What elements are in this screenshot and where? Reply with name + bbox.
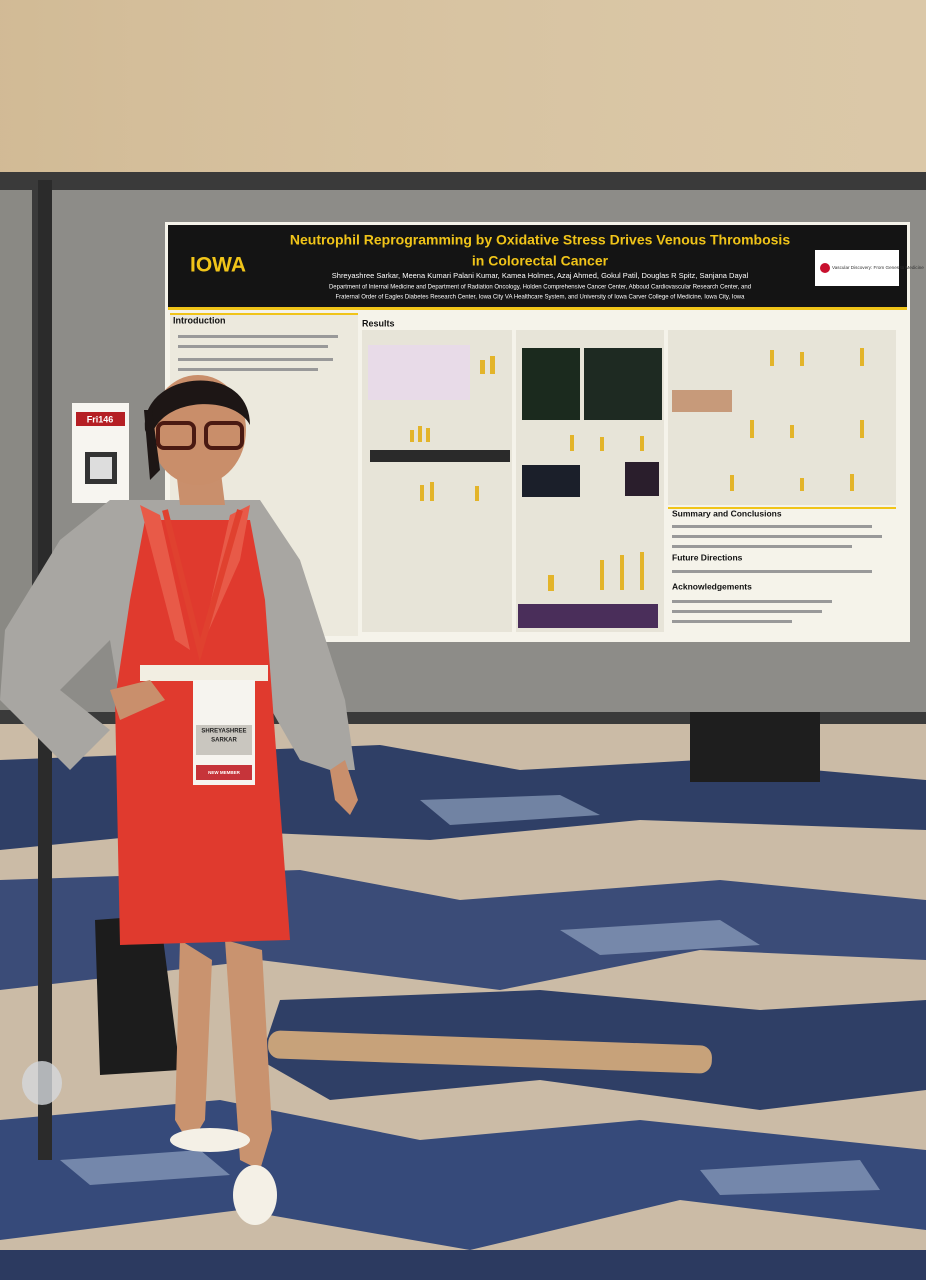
shape — [548, 575, 554, 591]
shape — [418, 426, 422, 442]
badge-band — [196, 725, 252, 755]
shape — [620, 555, 624, 590]
shape — [860, 420, 864, 438]
cup — [22, 1061, 62, 1105]
board-foot — [690, 712, 820, 782]
shape — [144, 380, 250, 440]
section-heading: Introduction — [173, 315, 226, 325]
shape — [770, 350, 774, 366]
badge-ribbon-text: NEW MEMBER — [208, 770, 240, 775]
shape — [490, 356, 495, 374]
section-heading: Results — [362, 318, 395, 328]
shape — [600, 560, 604, 590]
shape — [672, 390, 732, 412]
shape — [560, 920, 760, 955]
shape — [178, 345, 328, 348]
shape — [178, 358, 333, 361]
sponsor-icon — [820, 263, 830, 273]
shape — [420, 795, 600, 825]
shape — [144, 410, 160, 480]
shape — [584, 348, 662, 420]
shape — [475, 486, 479, 501]
shape — [668, 330, 896, 505]
session-number: Fri146 — [87, 414, 114, 424]
shape — [156, 421, 196, 450]
badge-last-name: SARKAR — [211, 738, 237, 744]
shape — [330, 760, 358, 815]
shape — [170, 1128, 250, 1152]
shape — [570, 435, 574, 451]
shape — [672, 610, 822, 613]
shape — [730, 475, 734, 491]
shape — [672, 620, 792, 623]
shape — [625, 462, 659, 496]
shape — [700, 1160, 880, 1195]
shape — [860, 348, 864, 366]
poster-text-lines — [178, 335, 882, 623]
shape — [204, 421, 244, 450]
shape — [178, 335, 338, 338]
header-rule — [168, 307, 907, 310]
shape — [368, 345, 470, 400]
shape — [672, 525, 872, 528]
poster-affiliation: Fraternal Order of Eagles Diabetes Resea… — [336, 295, 746, 301]
shape — [672, 570, 872, 573]
shape — [480, 360, 485, 374]
shape — [600, 437, 604, 451]
poster-affiliation: Department of Internal Medicine and Depa… — [329, 285, 751, 291]
shape — [668, 507, 896, 509]
wall-shade — [0, 0, 926, 180]
shape — [426, 428, 430, 442]
shape — [162, 509, 243, 662]
shape — [225, 940, 272, 1170]
shape — [170, 313, 358, 315]
shape — [178, 368, 318, 371]
section-heading: Acknowledgements — [672, 581, 752, 591]
shape — [790, 425, 794, 438]
shape — [410, 430, 414, 442]
shape — [850, 474, 854, 491]
badge-ribbon — [196, 765, 252, 780]
shape — [672, 600, 832, 603]
poster-logo: IOWA — [190, 254, 246, 277]
poster-bars — [410, 348, 864, 591]
shape — [110, 680, 165, 720]
shape — [420, 485, 424, 501]
shape — [640, 552, 644, 590]
shape — [672, 545, 852, 548]
shape — [370, 450, 510, 462]
bag — [95, 915, 180, 1075]
section-heading: Summary and Conclusions — [672, 508, 782, 518]
shape — [522, 465, 580, 497]
carpet-highlights — [60, 795, 880, 1195]
shape — [800, 478, 804, 491]
shape — [430, 482, 434, 501]
section-bars — [170, 313, 896, 509]
shape — [518, 604, 658, 628]
shape — [522, 348, 580, 420]
poster-title: Neutrophil Reprogramming by Oxidative St… — [290, 232, 790, 248]
shape — [672, 535, 882, 538]
sponsor: Vascular Discovery: From Genes to Medici… — [832, 265, 924, 270]
poster-title: in Colorectal Cancer — [472, 253, 609, 269]
shape — [800, 352, 804, 366]
shape — [175, 940, 212, 1145]
qr-code-inner — [90, 457, 112, 479]
shape — [750, 420, 754, 438]
shape — [640, 436, 644, 451]
shape — [140, 665, 268, 681]
shape — [0, 1250, 926, 1280]
badge-first-name: SHREYASHREE — [201, 729, 246, 735]
shape — [233, 1165, 277, 1225]
shape — [60, 1150, 230, 1185]
section-heading: Future Directions — [672, 552, 743, 562]
sign-label-box — [76, 412, 125, 426]
texts: IOWA Neutrophil Reprogramming by Oxidati… — [87, 232, 925, 775]
poster-authors: Shreyashree Sarkar, Meena Kumari Palani … — [332, 271, 749, 280]
poster-tube — [268, 1030, 712, 1074]
poster-header — [168, 225, 907, 307]
